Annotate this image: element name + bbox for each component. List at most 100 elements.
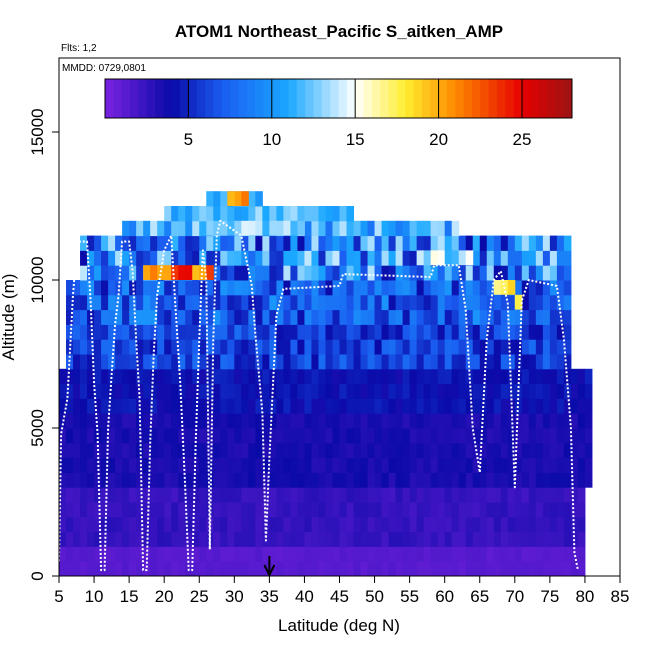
heatmap-hotspot bbox=[437, 250, 446, 266]
heatmap-cell bbox=[311, 457, 319, 473]
heatmap-cell bbox=[360, 265, 369, 281]
heatmap-cell bbox=[94, 265, 102, 281]
heatmap-cell bbox=[94, 502, 102, 518]
heatmap-cell bbox=[479, 428, 488, 444]
heatmap-cell bbox=[339, 235, 348, 251]
colorbar-segment bbox=[380, 79, 390, 118]
heatmap-cell bbox=[346, 383, 355, 399]
heatmap-cell bbox=[549, 339, 558, 355]
heatmap-cell bbox=[528, 398, 537, 414]
heatmap-cell bbox=[451, 413, 460, 429]
heatmap-cell bbox=[115, 339, 123, 355]
heatmap-cell bbox=[94, 250, 102, 266]
heatmap-cell bbox=[360, 502, 369, 518]
heatmap-cell bbox=[479, 280, 488, 296]
heatmap-cell bbox=[493, 354, 502, 370]
heatmap-cell bbox=[129, 561, 137, 577]
heatmap-cell bbox=[66, 339, 74, 355]
heatmap-cell bbox=[465, 546, 474, 562]
heatmap-cell bbox=[227, 502, 235, 518]
heatmap-cell bbox=[178, 428, 186, 444]
heatmap-cell bbox=[192, 324, 200, 340]
heatmap-cell bbox=[262, 383, 270, 399]
heatmap-cell bbox=[87, 280, 95, 296]
heatmap-cell bbox=[472, 487, 481, 503]
heatmap-cell bbox=[563, 235, 572, 251]
heatmap-cell bbox=[248, 368, 256, 385]
heatmap-cell bbox=[563, 294, 572, 311]
heatmap-cell bbox=[402, 324, 411, 340]
heatmap-cell bbox=[122, 309, 130, 325]
heatmap-cell bbox=[178, 294, 186, 311]
heatmap-cell bbox=[311, 294, 319, 311]
heatmap-cell bbox=[129, 354, 137, 370]
heatmap-cell bbox=[521, 265, 530, 281]
heatmap-cell bbox=[66, 531, 74, 547]
heatmap-cell bbox=[472, 324, 481, 340]
heatmap-cell bbox=[164, 398, 172, 414]
heatmap-cell bbox=[549, 294, 558, 311]
heatmap-cell bbox=[227, 235, 235, 251]
heatmap-cell bbox=[493, 294, 502, 311]
heatmap-cell bbox=[129, 457, 137, 473]
heatmap-cell bbox=[290, 309, 298, 325]
heatmap-cell bbox=[444, 516, 453, 533]
heatmap-cell bbox=[171, 502, 179, 518]
heatmap-cell bbox=[213, 383, 221, 399]
heatmap-cell bbox=[136, 354, 144, 370]
heatmap-cell bbox=[87, 368, 95, 385]
heatmap-cell bbox=[388, 354, 397, 370]
heatmap-cell bbox=[458, 294, 467, 311]
heatmap-cell bbox=[451, 339, 460, 355]
heatmap-cell bbox=[423, 280, 432, 296]
heatmap-cell bbox=[171, 235, 179, 251]
heatmap-cell bbox=[157, 487, 165, 503]
heatmap-hotspot bbox=[423, 250, 432, 266]
heatmap-cell bbox=[493, 442, 502, 459]
heatmap-cell bbox=[556, 383, 565, 399]
heatmap-cell bbox=[227, 250, 235, 266]
heatmap-cell bbox=[276, 354, 284, 370]
heatmap-cell bbox=[192, 383, 200, 399]
heatmap-cell bbox=[367, 235, 376, 251]
heatmap-cell bbox=[143, 368, 151, 385]
heatmap-cell bbox=[234, 516, 242, 533]
heatmap-cell bbox=[528, 442, 537, 459]
heatmap-cell bbox=[451, 294, 460, 311]
heatmap-cell bbox=[164, 220, 172, 237]
heatmap-cell bbox=[472, 516, 481, 533]
heatmap-cell bbox=[486, 472, 495, 488]
heatmap-cell bbox=[514, 472, 523, 488]
heatmap-cell bbox=[507, 442, 516, 459]
heatmap-cell bbox=[493, 235, 502, 251]
colorbar-segment bbox=[230, 79, 239, 118]
heatmap-cell bbox=[241, 457, 249, 473]
heatmap-cell bbox=[276, 561, 284, 577]
heatmap-cell bbox=[339, 413, 348, 429]
heatmap-cell bbox=[486, 280, 495, 296]
heatmap-cell bbox=[269, 250, 277, 266]
heatmap-cell bbox=[150, 502, 158, 518]
heatmap-cell bbox=[304, 383, 312, 399]
heatmap-cell bbox=[332, 206, 340, 222]
heatmap-cell bbox=[311, 265, 319, 281]
heatmap-cell bbox=[381, 280, 390, 296]
heatmap-cell bbox=[430, 324, 439, 340]
heatmap-cell bbox=[549, 502, 558, 518]
colorbar-segment bbox=[371, 79, 381, 118]
heatmap-cell bbox=[367, 472, 376, 488]
heatmap-cell bbox=[297, 546, 305, 562]
heatmap-cell bbox=[164, 354, 172, 370]
heatmap-cell bbox=[269, 206, 277, 222]
date-annotation: MMDD: 0729,0801 bbox=[62, 63, 146, 74]
heatmap-cell bbox=[381, 457, 390, 473]
heatmap-cell bbox=[486, 502, 495, 518]
heatmap-cell bbox=[164, 324, 172, 340]
heatmap-cell bbox=[528, 280, 537, 296]
heatmap-cell bbox=[290, 368, 298, 385]
heatmap-cell bbox=[276, 428, 284, 444]
heatmap-cell bbox=[500, 428, 509, 444]
heatmap-cell bbox=[563, 457, 572, 473]
heatmap-cell bbox=[486, 413, 495, 429]
heatmap-cell bbox=[542, 383, 551, 399]
